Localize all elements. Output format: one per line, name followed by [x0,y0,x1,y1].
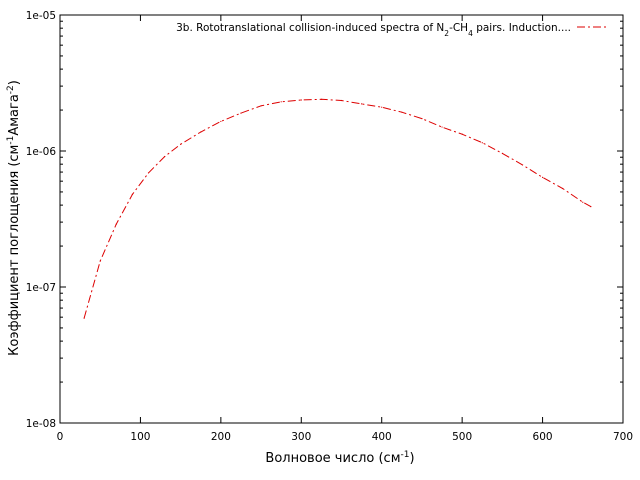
y-tick-label: 1e-08 [26,418,56,430]
x-axis-title: Волновое число (см-1) [265,450,414,466]
x-tick-label: 0 [57,431,64,443]
data-point [340,99,343,102]
data-point [421,118,423,120]
data-point [99,260,101,262]
data-point [501,152,503,155]
x-tick-label: 600 [533,431,553,443]
y-axis-title: Коэффициент поглощения (см-1Амага-2) [6,80,22,356]
series-points [83,98,592,319]
series-line [83,98,592,319]
legend: 3b. Rototranslational collision-induced … [176,22,608,38]
data-point [180,143,182,145]
data-point [381,106,383,108]
y-tick-label: 1e-07 [26,282,56,294]
data-point [220,120,222,123]
data-point [200,131,202,133]
data-point [461,133,463,135]
x-tick-label: 700 [613,431,633,443]
plot-frame [59,14,624,424]
data-point [260,105,262,107]
x-tick-label: 100 [130,431,150,443]
x-tick-label: 500 [452,431,472,443]
data-point [280,101,282,103]
data-point [441,126,443,128]
data-point [541,176,544,178]
y-tick-label: 1e-05 [26,10,56,22]
data-point [147,172,150,174]
x-axis-ticks: 0 100 200 300 400 500 600 700 [57,15,633,443]
data-point [115,223,117,225]
data-point [83,317,85,319]
x-tick-label: 400 [372,431,392,443]
data-point [562,187,564,190]
data-point [320,98,322,100]
y-axis-ticks: 1e-08 1e-07 1e-06 1e-05 [26,10,623,430]
x-tick-label: 200 [211,431,231,443]
data-point [521,164,524,166]
data-point [481,142,483,144]
data-point [163,155,166,158]
data-point [300,99,302,101]
data-point [590,206,592,208]
data-point [361,103,363,105]
data-point [240,112,242,114]
x-tick-label: 300 [291,431,311,443]
legend-label: 3b. Rototranslational collision-induced … [176,22,571,38]
data-point [582,201,584,203]
data-point [131,193,133,195]
data-point [401,111,403,113]
y-tick-label: 1e-06 [26,146,57,158]
